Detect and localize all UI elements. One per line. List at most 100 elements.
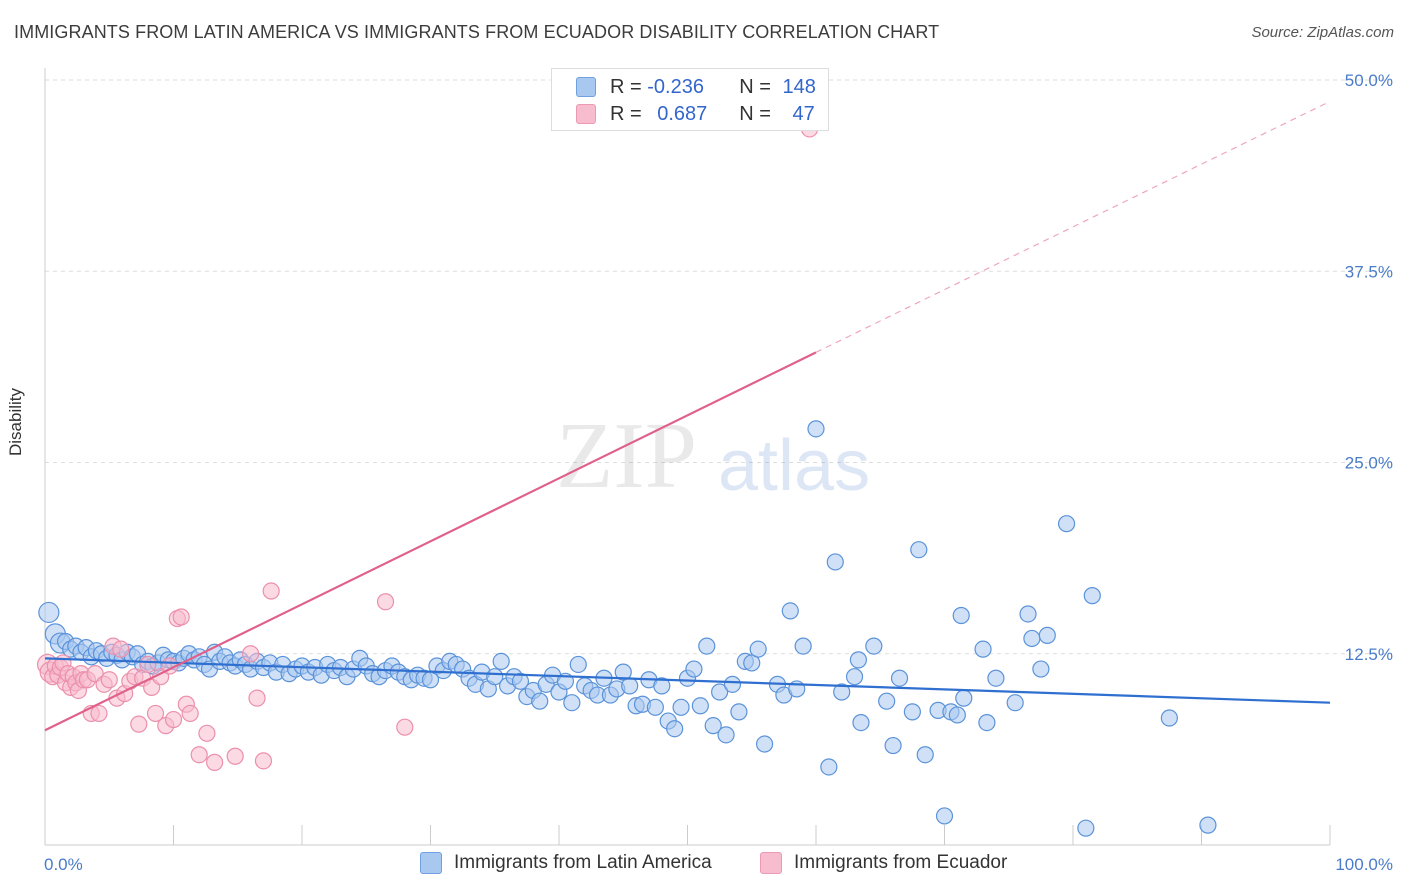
latin-america-point [826, 553, 844, 571]
stats-legend: R = -0.236 N = 148 R = 0.687 N = 47 [551, 68, 829, 131]
latin-america-point [1023, 629, 1041, 648]
latin-america-point [666, 720, 684, 738]
tick-labels: 12.5% 25.0% 37.5% 50.0% 0.0% 100.0% [44, 71, 1393, 874]
latin-america-point [730, 703, 748, 721]
bottom-legend-swatch-pink [760, 852, 782, 874]
latin-america-point [531, 692, 549, 710]
latin-america-point [781, 602, 799, 620]
latin-america-trend-line [44, 657, 1331, 704]
latin-america-point [910, 541, 928, 559]
legend-swatch-pink [576, 104, 596, 124]
legend-row-latin-america: R = -0.236 N = 148 [576, 75, 816, 99]
ecuador-point [112, 640, 130, 658]
ecuador-point [198, 724, 216, 742]
ecuador-trend-line [44, 351, 817, 732]
latin-america-point [820, 758, 838, 776]
legend-r-label: R = [610, 102, 642, 125]
latin-america-point [794, 637, 812, 655]
bottom-legend: Immigrants from Latin America Immigrants… [0, 852, 1406, 878]
latin-america-point [807, 420, 825, 438]
latin-america-point [1160, 709, 1178, 727]
latin-america-point [723, 675, 742, 693]
legend-n-label: N = [739, 102, 771, 125]
latin-america-point [717, 726, 735, 744]
latin-america-point [852, 713, 870, 732]
latin-america-point [743, 654, 761, 672]
latin-america-point [672, 698, 690, 716]
ecuador-trend-line-extrapolated [815, 100, 1331, 353]
ecuador-point [262, 582, 280, 600]
latin-america-point [749, 640, 767, 658]
y-tick-label: 50.0% [1345, 71, 1393, 90]
latin-america-point [935, 807, 954, 825]
latin-america-point [569, 655, 587, 674]
latin-america-point [621, 677, 639, 695]
x-tick-label-min: 0.0% [44, 855, 83, 874]
ecuador-point [396, 718, 414, 736]
bottom-legend-latin-america: Immigrants from Latin America [420, 852, 712, 874]
latin-america-point [884, 736, 902, 755]
y-tick-label: 37.5% [1345, 262, 1393, 281]
latin-america-point [1038, 626, 1056, 644]
latin-america-point [987, 669, 1005, 687]
chart-title: IMMIGRANTS FROM LATIN AMERICA VS IMMIGRA… [14, 22, 940, 42]
legend-swatch-blue [576, 77, 596, 97]
legend-r-value: -0.236 [647, 75, 704, 98]
latin-america-point [691, 697, 709, 715]
latin-america-point [903, 703, 921, 721]
latin-america-point [38, 601, 60, 624]
legend-r-value: 0.687 [657, 102, 708, 125]
source-label: Source: ZipAtlas.com [1251, 24, 1394, 41]
ecuador-point [181, 704, 199, 723]
ecuador-point [376, 593, 395, 611]
ecuador-point [172, 608, 190, 626]
latin-america-point [845, 668, 864, 686]
latin-america-point [833, 683, 851, 701]
latin-america-point [948, 706, 966, 724]
legend-n-value: 47 [792, 102, 815, 125]
latin-america-point [849, 651, 868, 669]
ecuador-point [90, 704, 108, 723]
latin-america-point [865, 637, 883, 655]
latin-america-point [978, 713, 996, 732]
latin-america-point [890, 669, 909, 687]
latin-america-point [974, 640, 992, 658]
latin-america-point [646, 698, 664, 716]
latin-america-point [1032, 660, 1050, 678]
latin-america-point [563, 694, 581, 712]
bottom-legend-swatch-blue [420, 852, 442, 874]
ecuador-point [100, 671, 118, 689]
ecuador-point [242, 645, 260, 663]
ecuador-point [226, 747, 244, 765]
ecuador-point [139, 655, 157, 674]
latin-america-point [1199, 816, 1217, 834]
y-tick-label: 25.0% [1345, 454, 1393, 473]
latin-america-point [1083, 587, 1101, 605]
grid-lines [45, 79, 1392, 655]
ecuador-point [254, 752, 273, 770]
latin-america-point [704, 717, 722, 735]
watermark-atlas: atlas [718, 426, 870, 506]
bottom-legend-label: Immigrants from Latin America [454, 852, 712, 873]
latin-america-point [755, 735, 774, 753]
latin-america-point [711, 683, 729, 701]
y-tick-label: 12.5% [1345, 645, 1393, 664]
legend-r-label: R = [610, 75, 642, 98]
legend-n-label: N = [739, 75, 771, 98]
latin-america-point [653, 677, 671, 695]
latin-america-point [952, 606, 970, 625]
latin-america-point [916, 746, 934, 764]
latin-america-point [1077, 819, 1095, 837]
ecuador-point [206, 753, 224, 771]
watermark-zip: ZIP [556, 404, 697, 508]
ecuador-point [164, 710, 183, 729]
latin-america-point [685, 660, 703, 678]
latin-america-point [1006, 694, 1024, 712]
latin-america-point [614, 663, 632, 681]
latin-america-point [511, 672, 530, 690]
bottom-legend-ecuador: Immigrants from Ecuador [760, 852, 1007, 874]
ecuador-point [130, 715, 148, 733]
legend-n-value: 148 [782, 75, 816, 98]
latin-america-point [492, 652, 510, 671]
legend-row-ecuador: R = 0.687 N = 47 [576, 102, 815, 126]
